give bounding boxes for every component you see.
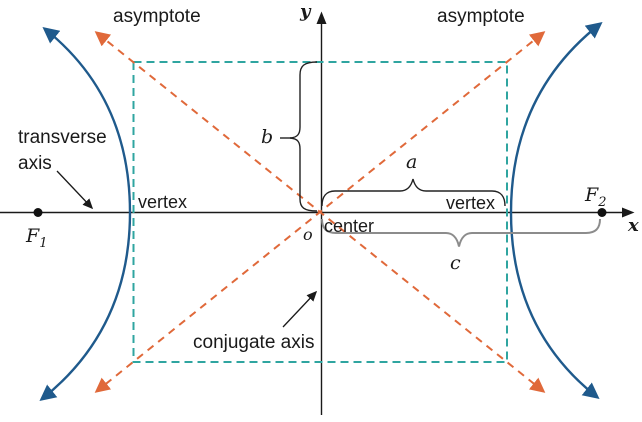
- brace-a: [321, 178, 506, 207]
- focus-f1-letter: F: [26, 225, 40, 247]
- distance-b-label: b: [261, 126, 274, 148]
- focus-f1-dot: [33, 208, 43, 217]
- brace-c: [321, 218, 601, 247]
- focus-f2-label: F2: [585, 183, 606, 211]
- x-axis-label: x: [628, 215, 639, 236]
- focus-f2-dot: [597, 208, 607, 217]
- vertex-label-left: vertex: [138, 192, 188, 212]
- hyperbola-left-branch: [39, 26, 132, 402]
- hyperbola-right-branch: [509, 21, 603, 400]
- distance-a-label: a: [406, 151, 418, 173]
- focus-f2-subscript: 2: [598, 194, 607, 210]
- brace-b: [289, 61, 318, 212]
- conjugate-axis-label: conjugate axis: [193, 332, 315, 353]
- y-axis-label: y: [300, 1, 311, 22]
- asymptote-label-right: asymptote: [437, 6, 525, 27]
- transverse-axis-label: transverse axis: [18, 127, 107, 174]
- conjugate-axis-pointer-arrow: [282, 290, 318, 328]
- distance-c-label: c: [450, 252, 461, 274]
- vertex-label-right: vertex: [446, 193, 496, 213]
- transverse-axis-pointer-arrow: [56, 170, 94, 210]
- focus-f1-label: F1: [26, 224, 47, 252]
- focus-f2-letter: F: [585, 184, 599, 206]
- focus-f1-subscript: 1: [39, 235, 48, 251]
- center-label: center: [324, 216, 375, 236]
- asymptote-label-left: asymptote: [113, 6, 201, 27]
- origin-label: o: [303, 225, 313, 244]
- asymptote-line-ascending: [94, 31, 546, 393]
